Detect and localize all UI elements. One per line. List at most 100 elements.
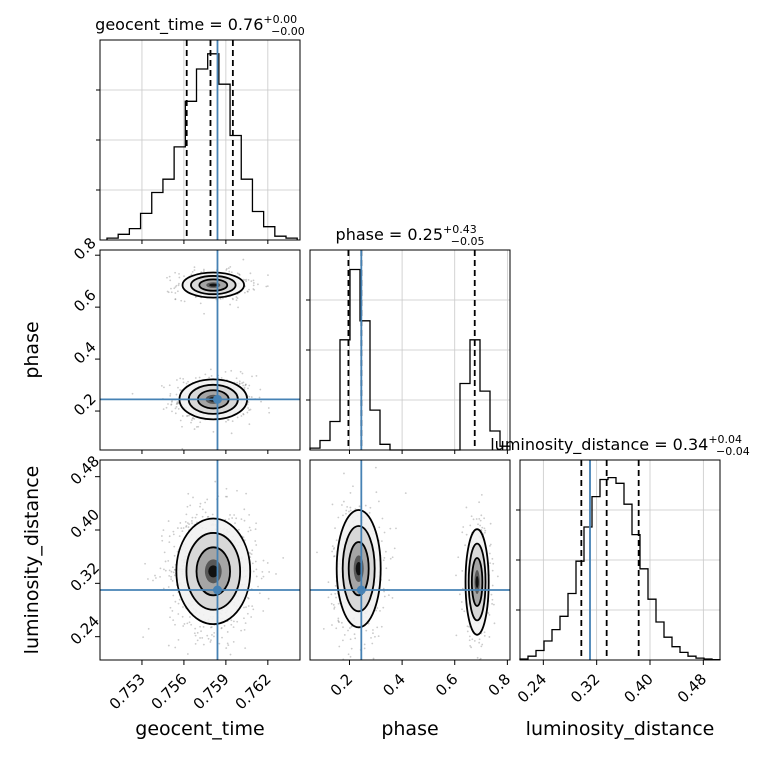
sample-point [144,562,146,565]
sample-point [194,627,197,630]
sample-point [226,631,229,633]
truth-point [212,394,222,404]
sample-point [173,568,176,571]
sample-point [250,553,253,556]
sample-point [168,574,171,577]
x-tick-label: 0.40 [620,670,656,706]
sample-point [246,596,249,599]
sample-point [191,270,194,273]
sample-point [469,524,472,527]
sample-point [488,636,491,638]
sample-point [480,528,483,531]
y-tick-label: 0.8 [70,234,100,264]
sample-point [175,284,178,287]
sample-point [247,278,250,281]
sample-point [218,642,221,645]
sample-point [208,376,211,379]
pair-frame [99,249,301,451]
sample-point [383,595,386,598]
title-sup: +0.04 [708,433,742,446]
sample-point [365,629,368,632]
sample-point [483,631,486,634]
sample-point [196,639,199,642]
sample-point [213,635,215,638]
sample-point [170,403,173,406]
sample-point [268,411,271,414]
sample-point [253,288,256,291]
sample-point [243,291,246,294]
sample-point [174,600,177,603]
sample-point [246,290,249,293]
sample-point [230,271,233,274]
sample-point [250,616,253,618]
sample-point [160,535,163,537]
sample-point [163,568,165,571]
sample-point [187,380,189,383]
sample-point [185,526,187,528]
sample-point [468,625,471,628]
sample-point [327,596,330,599]
sample-point [152,579,154,582]
sample-point [333,607,336,610]
sample-point [207,515,210,518]
sample-point [258,660,260,662]
sample-point [165,406,168,409]
sample-point [203,312,205,315]
sample-point [347,653,350,656]
sample-point [242,381,245,384]
sample-point [461,531,464,534]
sample-point [374,466,377,469]
sample-point [243,279,246,281]
sample-point [242,278,245,281]
sample-point [383,557,386,559]
sample-point [225,269,228,271]
sample-point [190,421,192,424]
sample-point [245,492,248,495]
hist-panel-luminosity_distance: luminosity_distance = 0.34+0.04 −0.04 [490,433,750,661]
sample-point [147,627,150,630]
sample-point [237,528,240,531]
sample-point [169,606,172,609]
sample-point [249,272,252,275]
sample-point [176,402,178,405]
sample-point [193,418,196,420]
sample-point [170,578,173,581]
sample-point [192,417,194,419]
sample-point [251,549,254,552]
sample-point [238,383,241,386]
density-peak [355,562,362,576]
sample-point [201,515,204,518]
sample-point [245,278,248,281]
sample-point [383,590,385,593]
sample-point [331,624,333,626]
contour-line [198,278,229,292]
sample-point [227,267,230,270]
sample-point [178,276,181,279]
sample-point [335,596,337,599]
sample-point [330,602,333,605]
sample-point [176,527,179,529]
sample-point [244,383,247,386]
sample-point [206,516,209,518]
contour-line [181,271,245,299]
sample-point [248,384,251,387]
sample-point [341,504,343,506]
sample-point [171,400,173,402]
sample-point [478,518,481,520]
sample-point [181,448,184,450]
sample-point [174,298,177,301]
sample-point [209,626,212,629]
sample-point [186,622,189,625]
hist-panel-phase: phase = 0.25+0.43 −0.05 [306,223,511,451]
sample-point [337,620,340,623]
sample-point [243,386,246,389]
sample-point [247,605,250,607]
sample-point [257,585,259,588]
sample-point [463,610,466,613]
sample-point [249,408,252,411]
sample-point [382,559,385,562]
sample-point [372,632,374,635]
sample-point [167,586,170,588]
sample-point [174,407,177,410]
sample-point [248,409,251,411]
